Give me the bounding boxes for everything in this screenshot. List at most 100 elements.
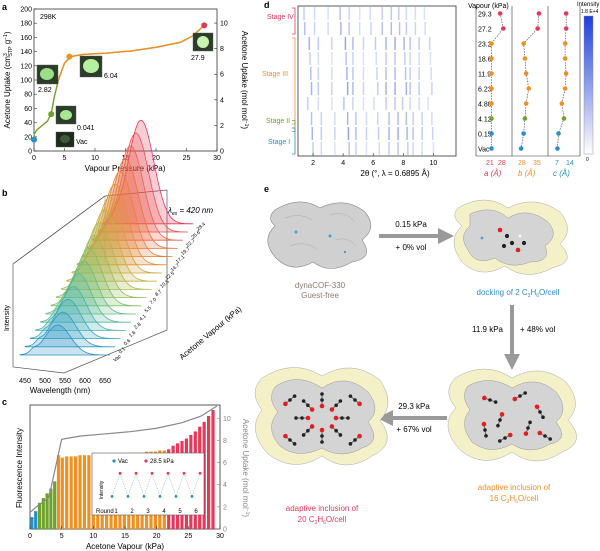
guest-carbon bbox=[528, 420, 532, 425]
structure-20-guests bbox=[254, 367, 389, 466]
structure-16-guests bbox=[447, 368, 577, 462]
diffraction-streak bbox=[345, 52, 347, 65]
crystal-icon bbox=[197, 36, 209, 48]
z-tick-label: 7.0 bbox=[149, 297, 158, 306]
vapour-header: Vapour (kPa) bbox=[468, 3, 509, 10]
lattice-point bbox=[523, 71, 529, 76]
inset-point bbox=[110, 495, 114, 498]
diffraction-streak bbox=[409, 82, 411, 95]
inset-legend-high: 28.5 kPa bbox=[150, 459, 174, 465]
vapour-value: 0.15 bbox=[478, 132, 492, 139]
lattice-point bbox=[562, 41, 568, 46]
inset-round-ticks: 1 2 3 4 5 6 bbox=[114, 509, 198, 515]
lattice-point bbox=[489, 101, 494, 106]
panel-a-label-vac: Vac bbox=[76, 139, 88, 146]
inset-round-label: 1 bbox=[114, 509, 118, 515]
diffraction-streak bbox=[385, 67, 387, 80]
guest-oxygen bbox=[329, 407, 335, 412]
structure-4-count: 20 C3H6O/cell bbox=[298, 515, 347, 526]
y2-tick-label: 6 bbox=[220, 72, 224, 79]
step-1-volume: + 0% vol bbox=[396, 243, 427, 252]
diffraction-streak bbox=[355, 127, 357, 140]
panel-b-letter: b bbox=[2, 188, 8, 198]
cell-c-tick-14: 14 bbox=[566, 160, 574, 167]
cell-b-label: b (Å) bbox=[518, 169, 536, 178]
guest-carbon bbox=[523, 391, 527, 395]
x-tick-label: 600 bbox=[79, 378, 91, 385]
y-tick-label: 140 bbox=[20, 49, 32, 56]
stage-i-label: Stage I bbox=[268, 139, 290, 146]
diffraction-streak bbox=[418, 67, 420, 80]
diffraction-streak bbox=[362, 82, 365, 95]
cell-b-tick-28: 28 bbox=[518, 160, 526, 167]
cell-c-tick-7: 7 bbox=[555, 160, 559, 167]
panel-c-x-ticks: 0 5 10 15 20 25 30 bbox=[28, 526, 224, 540]
z-tick-label: 25.6 bbox=[190, 230, 201, 241]
colorbar bbox=[583, 15, 594, 155]
structure-4-label: adaptive inclusion of bbox=[286, 504, 359, 513]
y2-tick-label: 2 bbox=[220, 123, 224, 130]
guest-oxygen bbox=[319, 427, 325, 433]
inset-point bbox=[150, 471, 154, 475]
diffraction-streak bbox=[320, 142, 323, 155]
diffraction-streak bbox=[394, 97, 396, 110]
stage-bracket bbox=[292, 127, 296, 155]
lattice-line bbox=[520, 13, 540, 149]
lattice-point bbox=[518, 146, 524, 151]
inset-point bbox=[142, 495, 146, 498]
diffraction-streak bbox=[418, 82, 420, 95]
diffraction-streak bbox=[405, 7, 408, 20]
lattice-point bbox=[563, 11, 569, 16]
x-tick-label: 500 bbox=[39, 378, 51, 385]
spectrum-trace bbox=[35, 286, 126, 331]
diffraction-streak bbox=[412, 127, 414, 140]
y-tick-label: 160 bbox=[20, 35, 32, 42]
guest-carbon bbox=[320, 440, 324, 444]
diffraction-streak bbox=[369, 7, 371, 20]
panel-a-letter: a bbox=[2, 2, 8, 12]
diffraction-streak bbox=[352, 97, 354, 110]
diffraction-streak bbox=[431, 82, 433, 95]
diffraction-streak bbox=[427, 97, 429, 110]
y-tick-label: 100 bbox=[20, 78, 32, 85]
inset-point bbox=[158, 495, 162, 498]
diffraction-streak bbox=[309, 52, 311, 65]
panel-b: b λex = 420 nm 450 500 550 600 650 Wavelengt… bbox=[2, 119, 243, 395]
lattice-point bbox=[489, 56, 494, 61]
inset-point bbox=[134, 471, 138, 475]
diffraction-streak bbox=[348, 142, 350, 155]
stage-bracket bbox=[292, 7, 296, 35]
diffraction-streak bbox=[421, 112, 423, 125]
diffraction-streak bbox=[344, 37, 347, 50]
y2-tick-label: 8 bbox=[223, 438, 227, 445]
guest-carbon bbox=[503, 436, 507, 440]
spectrum-trace bbox=[30, 298, 121, 339]
panel-d-diffraction-map bbox=[297, 5, 457, 157]
diffraction-streak bbox=[409, 67, 411, 80]
lattice-point bbox=[489, 116, 494, 121]
panel-e-letter: e bbox=[264, 184, 269, 194]
diffraction-streak bbox=[418, 52, 420, 65]
x-tick-label: 30 bbox=[216, 533, 224, 540]
diffraction-streak bbox=[334, 142, 336, 155]
fluorescence-bar bbox=[207, 415, 211, 529]
diffraction-streak bbox=[320, 127, 323, 140]
colorbar-min: 0 bbox=[586, 157, 589, 163]
y2-tick-label: 10 bbox=[223, 416, 231, 423]
lattice-point bbox=[561, 116, 567, 121]
diffraction-streak bbox=[414, 7, 417, 20]
guest-oxygen bbox=[333, 415, 339, 421]
diffraction-streak bbox=[310, 112, 313, 125]
lattice-point bbox=[535, 26, 540, 31]
panel-a-crystal-photos bbox=[36, 32, 214, 148]
fluorescence-bar bbox=[65, 456, 69, 529]
diffraction-streak bbox=[334, 112, 336, 125]
isotherm-point bbox=[31, 136, 37, 143]
diffraction-streak bbox=[428, 37, 431, 50]
diffraction-streak bbox=[362, 97, 365, 110]
fluorescence-bar bbox=[45, 493, 49, 529]
guest-oxygen bbox=[309, 424, 315, 429]
guest-carbon bbox=[541, 415, 545, 419]
panel-e: e dynaCOF-330 Guest-free 0.15 kPa + 0% v… bbox=[254, 184, 577, 526]
diffraction-streak bbox=[327, 7, 329, 20]
